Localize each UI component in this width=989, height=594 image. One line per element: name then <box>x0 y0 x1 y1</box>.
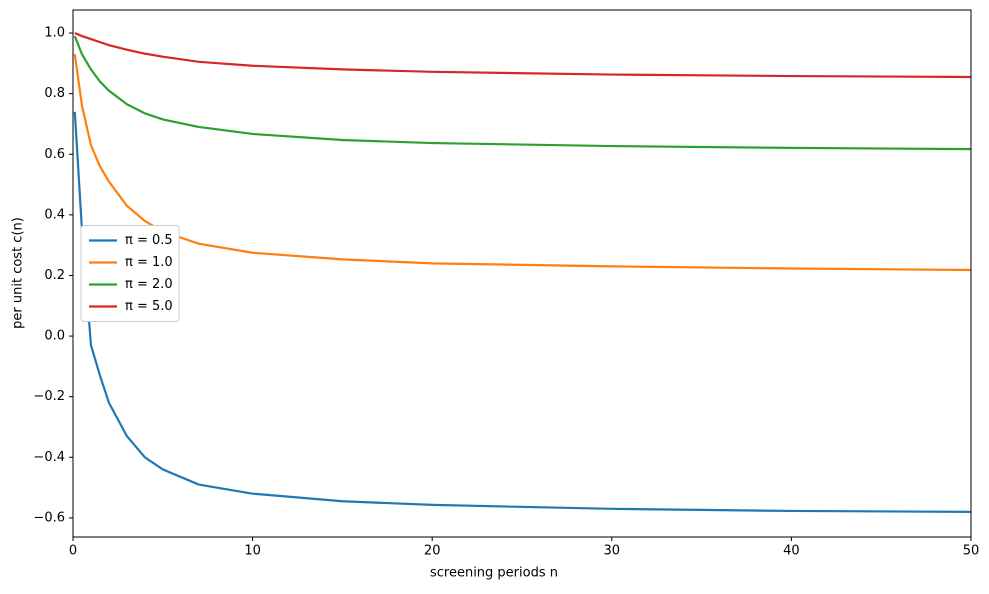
x-tick-label: 0 <box>69 544 77 559</box>
line-series <box>73 111 972 513</box>
x-tick-label: 20 <box>424 544 441 559</box>
line-series <box>73 35 972 151</box>
y-tick-label: 0.6 <box>44 147 65 162</box>
legend-label: π = 0.5 <box>125 233 173 248</box>
y-tick-label: −0.4 <box>33 450 65 465</box>
y-tick-label: 0.0 <box>44 329 65 344</box>
y-tick-label: −0.6 <box>33 510 65 525</box>
y-axis-label: per unit cost c(n) <box>11 217 26 329</box>
x-tick-label: 50 <box>963 544 980 559</box>
y-tick-label: −0.2 <box>33 389 65 404</box>
y-tick-label: 0.4 <box>44 207 65 222</box>
legend-label: π = 1.0 <box>125 255 173 270</box>
x-tick-label: 10 <box>244 544 261 559</box>
y-tick-label: 1.0 <box>44 26 65 41</box>
legend-label: π = 5.0 <box>125 299 173 314</box>
plot-frame <box>72 9 972 538</box>
legend-box <box>80 225 180 322</box>
x-axis-label: screening periods n <box>430 566 558 581</box>
legend-label: π = 2.0 <box>125 277 173 292</box>
y-tick-label: 0.8 <box>44 86 65 101</box>
x-tick-label: 40 <box>783 544 800 559</box>
line-series <box>74 32 972 79</box>
y-tick-label: 0.2 <box>44 268 65 283</box>
x-tick-label: 30 <box>604 544 621 559</box>
